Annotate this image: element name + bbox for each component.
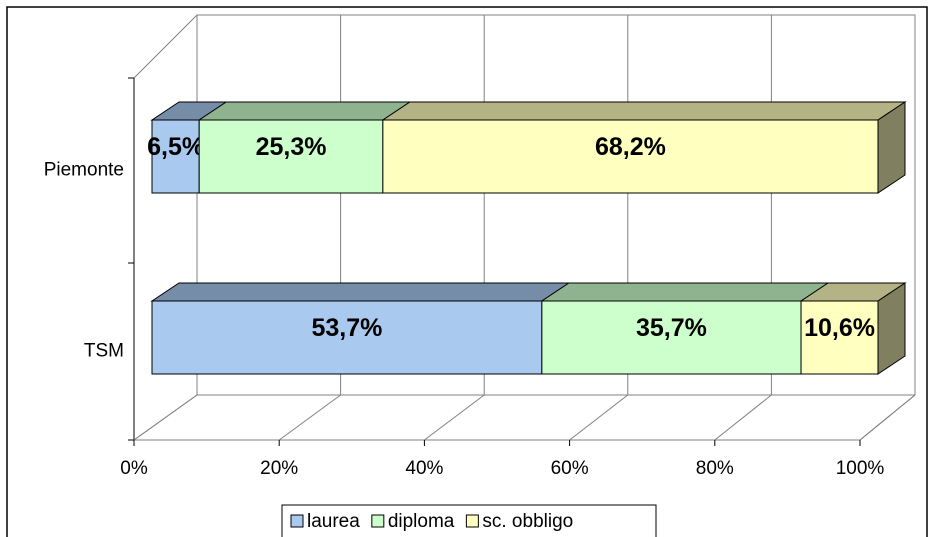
grid-line (569, 394, 629, 441)
y-tick-label: Piemonte (44, 160, 124, 181)
value-label: 53,7% (311, 314, 382, 342)
grid-line (133, 394, 198, 441)
bar (800, 300, 879, 375)
grid-line (859, 394, 916, 441)
x-tick-label: 20% (260, 458, 298, 479)
value-label: 10,6% (804, 314, 875, 342)
legend-swatch (371, 514, 385, 528)
value-label: 6,5% (147, 133, 204, 161)
bar (382, 119, 879, 194)
legend-label: laurea (307, 511, 360, 532)
grid-line (278, 394, 341, 441)
y-tick-label: TSM (84, 341, 124, 362)
value-label: 35,7% (636, 314, 707, 342)
grid-line (424, 394, 485, 441)
bar (151, 119, 200, 194)
legend-label: diploma (388, 511, 455, 532)
bar-top (540, 282, 830, 302)
bar-side (877, 282, 906, 375)
bar-side (877, 101, 906, 194)
value-label: 25,3% (256, 133, 327, 161)
x-tick-label: 80% (696, 458, 734, 479)
value-label: 68,2% (595, 133, 666, 161)
bar-top (381, 101, 907, 121)
bar (151, 300, 543, 375)
bar-top (150, 282, 571, 302)
chart-frame (6, 6, 928, 537)
x-tick-label: 100% (836, 458, 885, 479)
bar (541, 300, 802, 375)
x-tick-label: 40% (405, 458, 443, 479)
bar (198, 119, 384, 194)
x-tick-label: 0% (120, 458, 148, 479)
grid-line (714, 394, 772, 441)
legend-swatch (290, 514, 304, 528)
legend-swatch (465, 514, 479, 528)
x-tick-label: 60% (551, 458, 589, 479)
bar-top (197, 101, 412, 121)
legend-label: sc. obbligo (482, 511, 573, 532)
